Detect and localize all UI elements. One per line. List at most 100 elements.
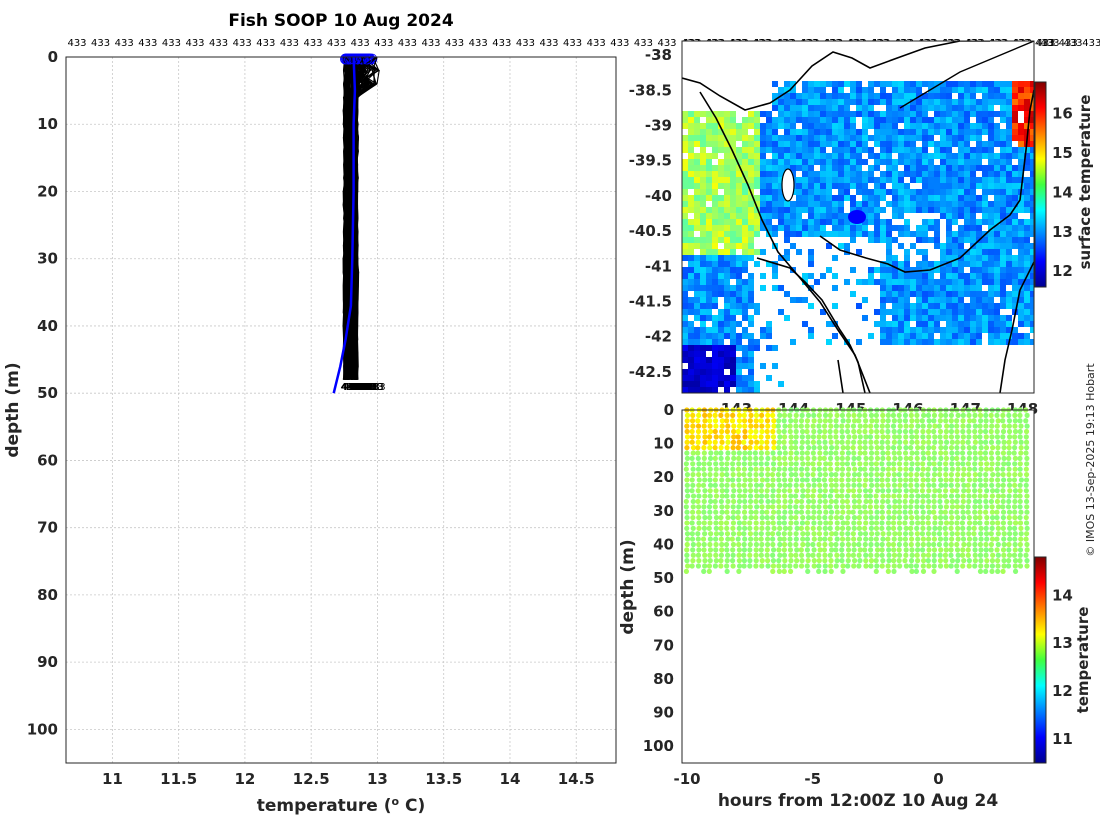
sst-cell: [712, 243, 718, 249]
sst-cell: [766, 141, 772, 147]
sst-cell: [760, 153, 766, 159]
temperature-point: [868, 466, 875, 472]
profile-id-label: 433: [256, 38, 275, 49]
sst-cell: [802, 219, 808, 225]
temperature-point: [989, 423, 995, 429]
sst-cell: [940, 177, 946, 183]
x-tick-label: 13.5: [425, 770, 462, 788]
sst-cell: [880, 309, 886, 315]
temperature-point: [823, 509, 829, 515]
sst-cell: [898, 183, 904, 189]
sst-cell: [970, 147, 976, 153]
temperature-point: [880, 450, 886, 456]
sst-cell: [778, 381, 784, 387]
temperature-point: [736, 531, 742, 537]
sst-cell: [694, 315, 700, 321]
temperature-point: [873, 525, 880, 531]
sst-cell: [706, 213, 712, 219]
temperature-point: [752, 434, 758, 440]
temperature-point: [983, 525, 989, 531]
sst-cell: [838, 213, 844, 219]
temperature-point: [914, 439, 920, 445]
temperature-point: [695, 418, 701, 424]
temperature-point: [713, 493, 720, 499]
sst-cell: [694, 375, 700, 381]
temperature-point: [736, 477, 742, 483]
sst-cell: [916, 195, 922, 201]
sst-cell: [778, 309, 784, 315]
temperature-point: [747, 520, 753, 526]
temperature-point: [827, 520, 834, 526]
sst-cell: [712, 261, 718, 267]
temperature-point: [966, 520, 973, 526]
profile-end-label: 433: [364, 382, 383, 393]
sst-cell: [736, 237, 742, 243]
temperature-point: [695, 488, 701, 494]
sst-cell: [964, 141, 970, 147]
sst-cell: [682, 243, 688, 249]
temperature-point: [862, 412, 868, 418]
profile-end-label: 433: [351, 382, 370, 393]
sst-cell: [940, 93, 946, 99]
sst-cell: [784, 141, 790, 147]
temperature-point: [903, 547, 909, 553]
temperature-point: [897, 563, 903, 569]
sst-cell: [946, 117, 952, 123]
sst-cell: [724, 135, 730, 141]
temperature-point: [1024, 558, 1030, 564]
sst-cell: [922, 93, 928, 99]
temperature-point: [775, 531, 782, 537]
temperature-point: [730, 466, 736, 472]
temperature-point: [793, 450, 800, 456]
temperature-point: [1000, 412, 1006, 418]
sst-cell: [964, 255, 970, 261]
temperature-point: [845, 423, 851, 429]
temperature-point: [920, 466, 926, 472]
temperature-point: [925, 531, 932, 537]
sst-cell: [916, 291, 922, 297]
sst-cell: [982, 141, 988, 147]
sst-cell: [796, 105, 802, 111]
sst-cell: [1000, 207, 1006, 213]
temperature-point: [943, 466, 949, 472]
temperature-point: [753, 563, 759, 569]
sst-cell: [688, 339, 694, 345]
sst-cell: [856, 159, 862, 165]
temperature-point: [695, 450, 701, 456]
temperature-point: [759, 514, 765, 521]
sst-cell: [994, 243, 1000, 249]
sst-cell: [832, 159, 838, 165]
sst-cell: [904, 183, 910, 189]
sst-cell: [934, 93, 940, 99]
temperature-point: [742, 514, 748, 521]
sst-cell: [928, 279, 934, 285]
profile-line: [355, 56, 359, 380]
sst-cell: [730, 333, 736, 339]
sst-cell: [832, 207, 838, 213]
temperature-point: [1012, 439, 1018, 445]
temperature-point: [869, 418, 875, 424]
temperature-point: [892, 531, 898, 537]
sst-cell: [928, 189, 934, 195]
temperature-point: [856, 412, 863, 418]
sst-cell: [856, 177, 862, 183]
sst-cell: [874, 153, 880, 159]
temperature-point: [897, 455, 903, 462]
sst-cell: [1024, 111, 1030, 117]
sst-cell: [1006, 177, 1012, 183]
temperature-point: [782, 558, 788, 564]
temperature-point: [891, 471, 897, 478]
sst-cell: [706, 387, 712, 393]
sst-cell: [928, 81, 934, 87]
temperature-point: [810, 461, 816, 467]
sst-cell: [1006, 261, 1012, 267]
temperature-point: [782, 461, 788, 467]
temperature-point: [879, 428, 885, 435]
temperature-point: [920, 482, 926, 488]
sst-cell: [928, 195, 934, 201]
sst-cell: [988, 87, 994, 93]
sst-cell: [952, 111, 958, 117]
temperature-point: [862, 439, 868, 445]
temperature-point: [885, 498, 891, 505]
sst-cell: [688, 309, 694, 315]
